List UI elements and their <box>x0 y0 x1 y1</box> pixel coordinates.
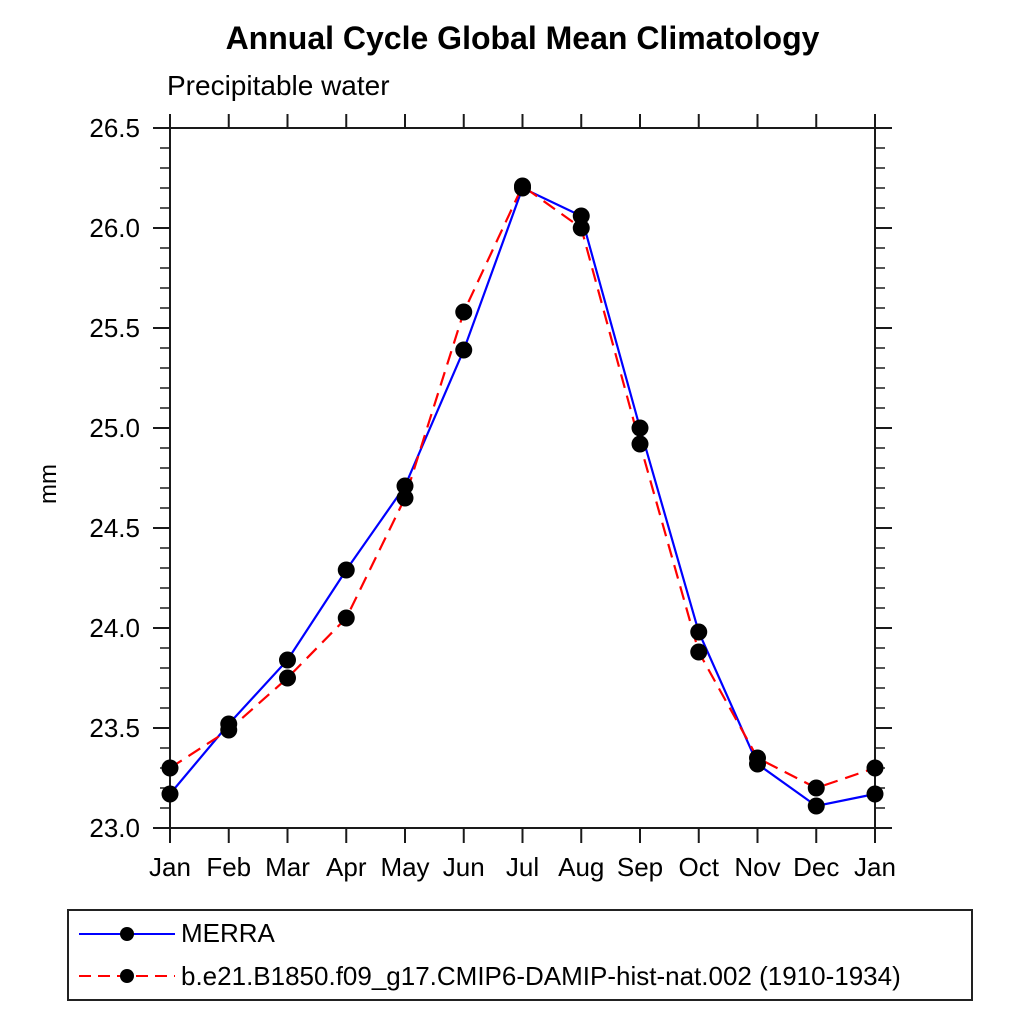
y-axis-tick-label: 24.0 <box>89 613 140 643</box>
y-axis-tick-label: 26.0 <box>89 213 140 243</box>
x-axis-tick-label: Feb <box>206 852 251 882</box>
model-data-point-mar-2 <box>279 669 296 687</box>
model-data-point-aug-7 <box>572 219 590 237</box>
merra-line-sample <box>79 926 175 941</box>
model-data-point-dec-11 <box>807 779 825 797</box>
x-axis-tick-label: Jan <box>149 852 191 882</box>
model-data-point-jul-6 <box>514 177 531 195</box>
model-data-point-feb-1 <box>220 721 238 739</box>
merra-data-point-apr-3 <box>337 561 355 579</box>
merra-data-point-dec-11 <box>807 797 825 815</box>
model-data-point-jan-12 <box>866 759 884 777</box>
model-series-line <box>169 184 876 790</box>
merra-data-point-jun-5 <box>455 341 473 359</box>
x-axis-tick-label: Jan <box>854 852 896 882</box>
merra-data-point-mar-2 <box>279 651 296 669</box>
x-axis-tick-label: Jun <box>443 852 485 882</box>
x-axis-tick-label: Nov <box>734 852 780 882</box>
legend-label-model: b.e21.B1850.f09_g17.CMIP6-DAMIP-hist-nat… <box>181 960 901 991</box>
x-axis-tick-label: Jul <box>506 852 539 882</box>
y-axis-tick-label: 26.5 <box>89 113 140 143</box>
x-axis-tick-label: Aug <box>558 852 604 882</box>
model-data-point-jun-5 <box>455 303 473 321</box>
model-data-point-may-4 <box>396 489 414 507</box>
x-axis-tick-label: Dec <box>793 852 839 882</box>
y-axis-tick-label: 23.5 <box>89 713 140 743</box>
y-axis-tick-label: 25.5 <box>89 313 140 343</box>
model-data-point-jan-0 <box>161 759 179 777</box>
x-axis-tick-label: Apr <box>326 852 367 882</box>
chart-title: Annual Cycle Global Mean Climatology <box>225 20 820 56</box>
legend-entry-model: b.e21.B1850.f09_g17.CMIP6-DAMIP-hist-nat… <box>69 956 971 996</box>
model-data-point-oct-9 <box>690 643 708 661</box>
plot-frame <box>169 127 876 829</box>
x-axis-tick-label: Oct <box>679 852 720 882</box>
y-axis-tick-label: 23.0 <box>89 813 140 843</box>
model-data-point-apr-3 <box>337 609 355 627</box>
x-axis-tick-label: Sep <box>617 852 663 882</box>
merra-data-point-aug-7 <box>572 207 590 225</box>
x-axis-tick-label: Mar <box>265 852 310 882</box>
merra-data-point-oct-9 <box>690 623 708 641</box>
y-axis-tick-label: 24.5 <box>89 513 140 543</box>
merra-series-line <box>169 186 876 808</box>
merra-data-point-jan-0 <box>161 785 179 803</box>
legend-box: MERRA b.e21.B1850.f09_g17.CMIP6-DAMIP-hi… <box>67 909 973 1001</box>
legend-entry-merra: MERRA <box>69 914 971 954</box>
chart-subtitle: Precipitable water <box>167 70 390 101</box>
merra-data-point-may-4 <box>396 477 414 495</box>
model-line-sample <box>79 969 175 984</box>
model-data-point-sep-8 <box>631 435 649 453</box>
y-axis-tick-label: 25.0 <box>89 413 140 443</box>
legend-label-merra: MERRA <box>181 918 275 949</box>
x-axis-tick-label: May <box>380 852 429 882</box>
model-data-point-nov-10 <box>749 749 766 767</box>
merra-data-point-jan-12 <box>866 785 884 803</box>
merra-data-point-sep-8 <box>631 419 649 437</box>
